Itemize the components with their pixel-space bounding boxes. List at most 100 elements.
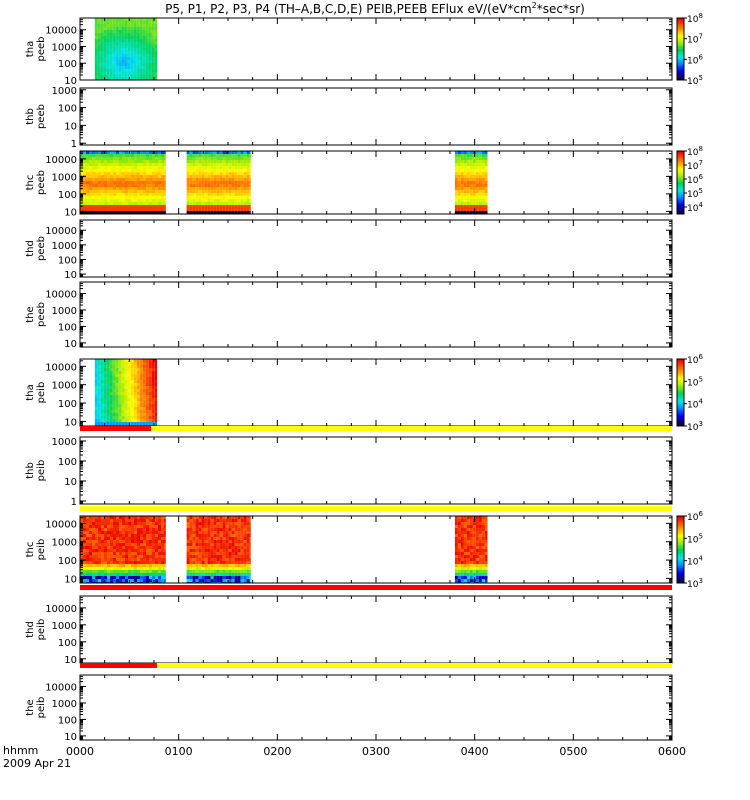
panel-thb-peeb: 1000 100 10 1 thb peeb — [25, 86, 673, 150]
spectrogram-block — [94, 18, 157, 80]
spectrogram-block — [80, 151, 166, 214]
panel-thb-peib: 1000 100 10 1 thb peib — [25, 436, 673, 511]
panel-frame — [79, 281, 673, 348]
colorbar-frame — [676, 515, 685, 584]
y-tick-label: 100 — [58, 255, 77, 266]
panel-thc-peib: 10000 1000 100 10 thc peib 106 105 104 103 — [25, 510, 703, 590]
colorbar-tick-label: 108 — [687, 12, 703, 25]
colorbar-tick-label: 105 — [687, 74, 703, 87]
panel-label-product: peib — [36, 460, 47, 482]
spectrogram-block — [80, 516, 166, 583]
panel-label-probe: tha — [25, 384, 36, 400]
date-label: 2009 Apr 21 — [3, 757, 71, 770]
colorbar-tick-label: 103 — [687, 577, 703, 590]
y-tick-label: 10 — [64, 207, 77, 218]
y-tick-label: 10000 — [45, 26, 77, 37]
panel-label-product: peeb — [36, 37, 47, 62]
panel-tha-peib: 10000 1000 100 10 tha peib 106 105 104 103 — [25, 353, 703, 433]
panel-label-probe: tha — [25, 41, 36, 57]
panel-frame — [79, 436, 673, 505]
y-tick-label: 100 — [58, 638, 77, 649]
y-tick-label: 100 — [58, 104, 77, 115]
panel-label-product: peib — [36, 697, 47, 719]
spectrogram-block — [94, 359, 157, 426]
panel-label-probe: thb — [25, 108, 36, 125]
y-tick-label: 10000 — [45, 290, 77, 301]
colorbar-tick-label: 105 — [687, 187, 703, 200]
panel-frame — [79, 219, 673, 278]
mode-bar-segment — [156, 663, 672, 668]
panel-frame — [79, 87, 673, 146]
colorbar-tick-label: 105 — [687, 375, 703, 388]
mode-bar-segment — [80, 426, 152, 431]
y-tick-label: 1000 — [52, 172, 77, 183]
panel-label-product: peeb — [36, 236, 47, 261]
y-tick-label: 10 — [64, 574, 77, 585]
figure-title: P5, P1, P2, P3, P4 (TH–A,B,C,D,E) PEIB,P… — [165, 1, 585, 16]
colorbar-tick-label: 106 — [687, 173, 703, 186]
y-tick-label: 10 — [64, 270, 77, 281]
y-tick-label: 1000 — [52, 306, 77, 317]
y-tick-label: 1000 — [52, 381, 77, 392]
colorbar: 106 105 104 103 — [676, 510, 703, 590]
y-tick-label: 1000 — [52, 86, 77, 97]
panel-frame — [79, 674, 673, 741]
panel-frame — [79, 595, 673, 664]
y-tick-label: 10 — [64, 339, 77, 350]
panel-label-product: peib — [36, 619, 47, 641]
panel-label-product: peib — [36, 539, 47, 561]
x-tick-label: 0200 — [263, 745, 291, 758]
y-tick-label: 1000 — [52, 538, 77, 549]
panel-frame — [79, 17, 673, 81]
y-tick-label: 100 — [58, 399, 77, 410]
colorbar-frame — [676, 358, 685, 427]
panel-frame — [79, 358, 673, 427]
colorbar-frame — [676, 150, 685, 215]
colorbar-tick-label: 106 — [687, 53, 703, 66]
y-tick-label: 10 — [64, 417, 77, 428]
y-tick-label: 10000 — [45, 604, 77, 615]
panel-thd-peeb: 10000 1000 100 10 thd peeb — [25, 219, 673, 281]
colorbar: 106 105 104 103 — [676, 353, 703, 433]
y-tick-label: 1000 — [52, 42, 77, 53]
mode-bar-segment — [80, 663, 157, 668]
panel-label-probe: thd — [25, 621, 36, 638]
y-tick-label: 10 — [64, 76, 77, 87]
y-tick-label: 10000 — [45, 519, 77, 530]
y-tick-label: 1 — [71, 139, 77, 150]
mode-bar-segment — [80, 585, 672, 590]
panel-label-product: peeb — [36, 104, 47, 129]
panel-label-probe: the — [25, 699, 36, 715]
panel-label-product: peeb — [36, 302, 47, 327]
panel-the-peib: 10000 1000 100 10 the peib — [25, 674, 673, 743]
colorbar-tick-label: 103 — [687, 420, 703, 433]
panel-thd-peib: 10000 1000 100 10 thd peib — [25, 595, 673, 668]
x-tick-label: 0500 — [559, 745, 587, 758]
spectrogram-block — [186, 151, 251, 214]
y-tick-label: 10 — [64, 732, 77, 743]
y-tick-label: 100 — [58, 457, 77, 468]
colorbar-tick-label: 104 — [687, 398, 703, 411]
y-tick-label: 10 — [64, 121, 77, 132]
colorbar-frame — [676, 17, 685, 81]
x-tick-label: 0600 — [658, 745, 686, 758]
y-tick-label: 1000 — [52, 699, 77, 710]
y-tick-label: 10 — [64, 477, 77, 488]
panel-frame — [79, 515, 673, 584]
panel-label-probe: thc — [25, 175, 36, 191]
panel-label-product: peib — [36, 382, 47, 404]
panel-tha-peeb: 10000 1000 100 10 tha peeb 108 107 106 105 — [25, 12, 703, 87]
y-tick-label: 10 — [64, 655, 77, 666]
panel-label-probe: thc — [25, 542, 36, 558]
y-tick-label: 100 — [58, 556, 77, 567]
spectrogram-block — [186, 516, 251, 583]
spectrogram-block — [454, 151, 488, 214]
y-tick-label: 1000 — [52, 437, 77, 448]
colorbar-tick-label: 108 — [687, 145, 703, 158]
colorbar-tick-label: 106 — [687, 510, 703, 523]
spectrogram-block — [454, 516, 488, 583]
colorbar-tick-label: 106 — [687, 353, 703, 366]
y-tick-label: 100 — [58, 59, 77, 70]
